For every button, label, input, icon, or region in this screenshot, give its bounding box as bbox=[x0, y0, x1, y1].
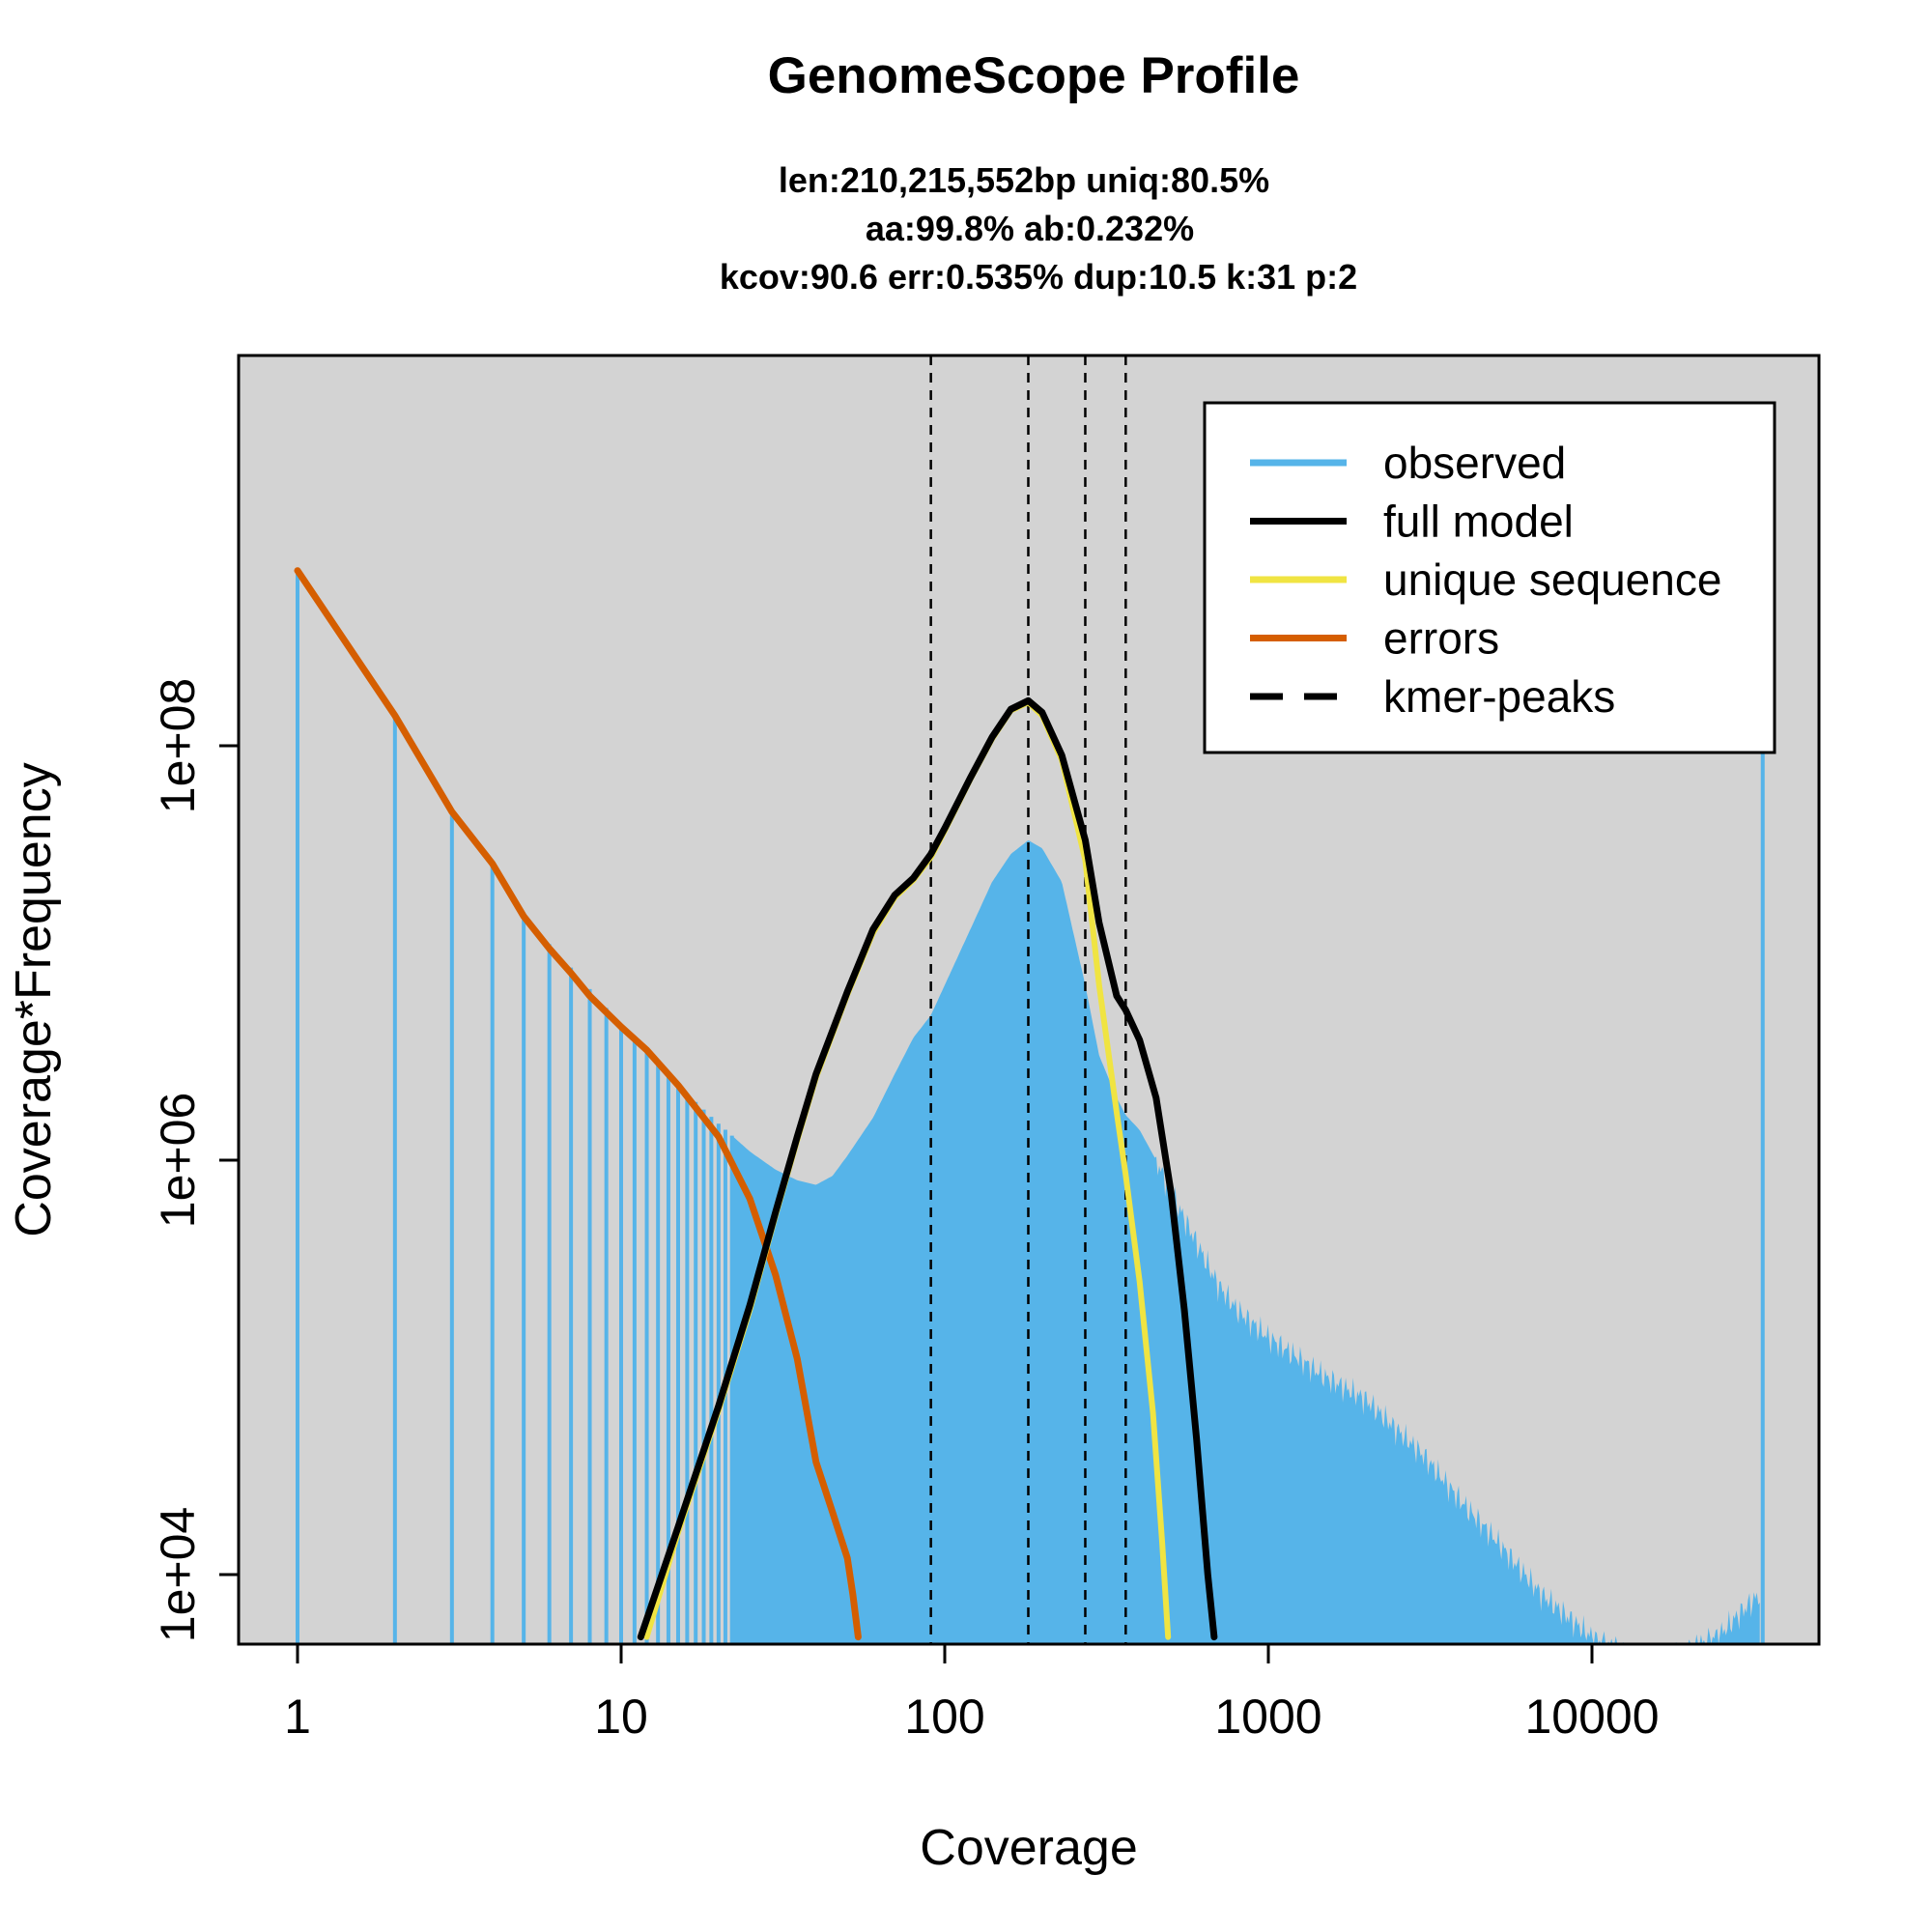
x-tick-label: 1 bbox=[284, 1690, 311, 1744]
observed-area bbox=[731, 840, 1760, 1644]
legend-label: kmer-peaks bbox=[1383, 671, 1615, 722]
legend-label: unique sequence bbox=[1383, 554, 1721, 605]
legend-label: full model bbox=[1383, 497, 1574, 547]
kmer-peaks-lines bbox=[929, 355, 1127, 1644]
chart-subtitle-line-1: len:210,215,552bp uniq:80.5% bbox=[779, 160, 1269, 200]
legend-label: errors bbox=[1383, 613, 1499, 664]
chart-title: GenomeScope Profile bbox=[768, 47, 1300, 104]
y-tick-label: 1e+08 bbox=[151, 678, 205, 813]
x-axis-label: Coverage bbox=[920, 1820, 1137, 1876]
y-axis-label: Coverage*Frequency bbox=[6, 762, 62, 1236]
series-line-errors bbox=[294, 567, 862, 1641]
y-tick-label: 1e+04 bbox=[151, 1507, 205, 1642]
y-axis: 1e+04 1e+06 1e+08 bbox=[151, 678, 241, 1642]
chart-subtitle-line-2: aa:99.8% ab:0.232% bbox=[866, 209, 1194, 248]
x-tick-label: 1000 bbox=[1214, 1690, 1321, 1744]
chart-subtitle-line-3: kcov:90.6 err:0.535% dup:10.5 k:31 p:2 bbox=[720, 257, 1357, 297]
y-tick-label: 1e+06 bbox=[151, 1093, 205, 1228]
observed-histogram bbox=[296, 570, 1765, 1644]
legend: observed full model unique sequence errors k… bbox=[1203, 401, 1776, 754]
x-tick-label: 10000 bbox=[1524, 1690, 1659, 1744]
series-line-full-model bbox=[637, 696, 1218, 1641]
model-lines bbox=[294, 567, 1218, 1641]
x-tick-label: 10 bbox=[594, 1690, 648, 1744]
x-axis: 1 10 100 1000 10000 bbox=[284, 1642, 1660, 1744]
x-tick-label: 100 bbox=[904, 1690, 984, 1744]
legend-label: observed bbox=[1383, 438, 1566, 488]
